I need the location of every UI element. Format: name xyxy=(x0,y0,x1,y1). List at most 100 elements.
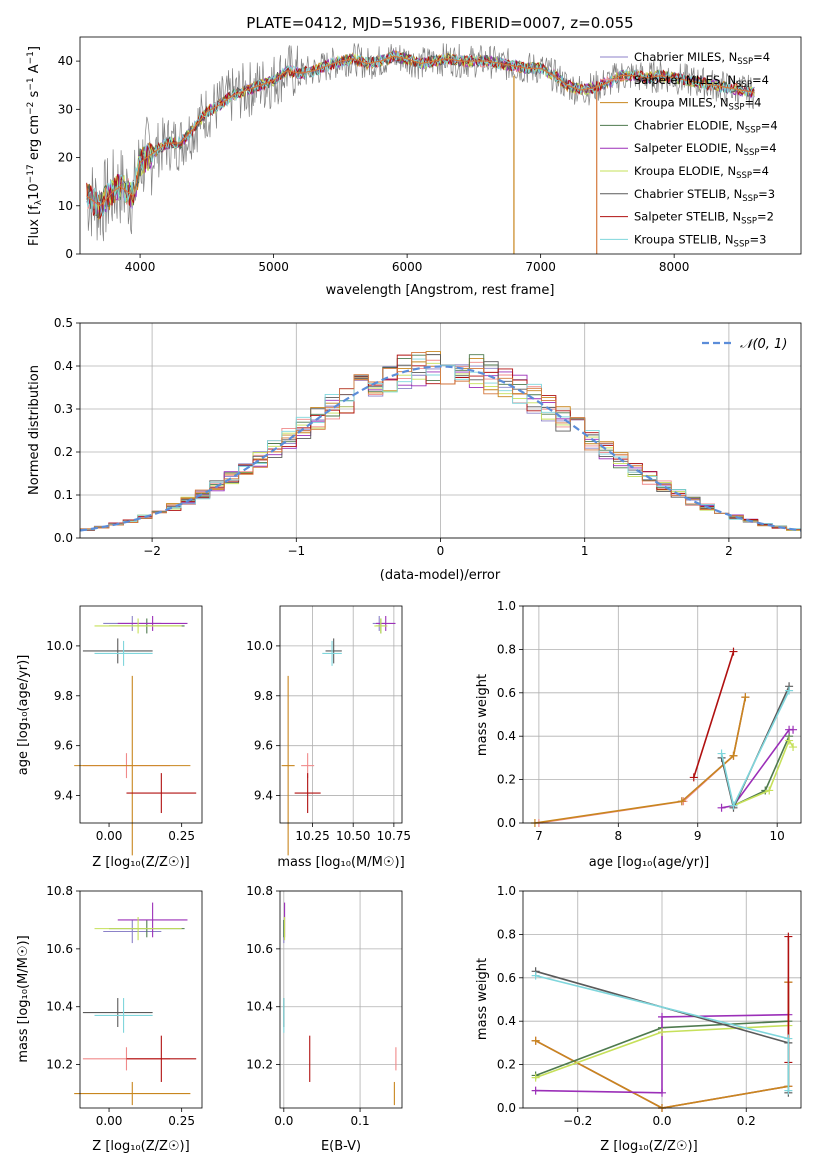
p-ageZ-axes xyxy=(79,605,203,824)
p-wZ-xtick-label-1: 0.0 xyxy=(652,1114,671,1128)
spectrum-ytick-label-1: 10 xyxy=(58,199,73,213)
residual-xtick-label-4: 2 xyxy=(725,544,733,558)
spectrum-axes xyxy=(79,36,802,255)
p-wA-ytick-label-1: 0.2 xyxy=(497,773,516,787)
p-mE-ytick-label-3: 10.8 xyxy=(246,884,273,898)
p-wA-marker-4-0 xyxy=(717,803,726,812)
p-wA-xtick-label-1: 8 xyxy=(614,829,622,843)
hist-step-chabrier-stelib xyxy=(80,354,801,531)
spectrum-ytick-label-4: 40 xyxy=(58,54,73,68)
spectrum-xtick-label-0: 4000 xyxy=(125,260,156,274)
spectrum-xtick-label-2: 6000 xyxy=(392,260,423,274)
combined-model-line xyxy=(86,55,755,207)
p-ageZ-ytick-label-1: 9.6 xyxy=(54,739,73,753)
p-wA-marker-5-1 xyxy=(765,786,774,795)
ageZ-xlabel: Z [log₁₀(Z/Z☉)] xyxy=(92,855,189,870)
residual-ytick-label-4: 0.4 xyxy=(54,359,73,373)
p-wA-xtick-label-0: 7 xyxy=(535,829,543,843)
residual-panel: −2 −1 0 1 2 0.0 0.1 0.2 0.3 0.4 0.5 (data-model)/e… xyxy=(27,316,802,583)
normal-curve xyxy=(79,365,802,532)
residual-xlabel: (data-model)/error xyxy=(380,568,501,583)
p-wZ-ytick-label-4: 0.8 xyxy=(497,927,516,941)
p-mZ-ytick-label-0: 10.2 xyxy=(46,1058,73,1072)
p-wZ-axes xyxy=(522,890,802,1109)
mZ-xlabel: Z [log₁₀(Z/Z☉)] xyxy=(92,1139,189,1154)
p-mZ-xtick-label-0: 0.00 xyxy=(96,1114,123,1128)
legend-label-8: Kroupa STELIB, NSSP=3 xyxy=(634,232,766,249)
p-wZ-marker-8-2 xyxy=(784,1086,793,1095)
spectrum-xlabel: wavelength [Angstrom, rest frame] xyxy=(326,283,555,298)
p-wZ-marker-2-0 xyxy=(531,1036,540,1045)
p-mE-ytick-label-0: 10.2 xyxy=(246,1058,273,1072)
p-wZ-xtick-label-0: −0.2 xyxy=(563,1114,592,1128)
residual-ytick-label-2: 0.2 xyxy=(54,445,73,459)
p-ageZ-ytick-label-0: 9.4 xyxy=(54,789,73,803)
spectrum-panel: 4000 5000 6000 7000 8000 0 10 20 30 40 wavelength… xyxy=(26,36,802,298)
p-ageZ-xtick-label-0: 0.00 xyxy=(96,829,123,843)
residual-ytick-label-1: 0.1 xyxy=(54,488,73,502)
legend-label-5: Kroupa ELODIE, NSSP=4 xyxy=(634,164,769,181)
p-wA-ytick-label-2: 0.4 xyxy=(497,729,516,743)
residual-ytick-label-5: 0.5 xyxy=(54,316,73,330)
p-wA-marker-5-2 xyxy=(785,736,794,745)
p-mE-xtick-label-1: 0.1 xyxy=(351,1114,370,1128)
p-mZ-axes xyxy=(79,890,203,1109)
p-wA-ytick-label-5: 1.0 xyxy=(497,599,516,613)
p-wZ-marker-4-0 xyxy=(531,1086,540,1095)
p-ageM-ytick-label-0: 9.4 xyxy=(254,789,273,803)
age-vs-Z-panel: 0.00 0.25 9.4 9.6 9.8 10.0 xyxy=(46,605,203,856)
wZ-ylabel: mass weight xyxy=(475,958,490,1040)
spectrum-ytick-label-2: 20 xyxy=(58,151,73,165)
wA-xlabel: age [log₁₀(age/yr)] xyxy=(589,855,710,870)
spectrum-ytick-label-3: 30 xyxy=(58,102,73,116)
p-wZ-ytick-label-3: 0.6 xyxy=(497,971,516,985)
spectrum-xtick-label-1: 5000 xyxy=(258,260,289,274)
legend-label-2: Kroupa MILES, NSSP=4 xyxy=(634,96,761,113)
p-ageM-xtick-label-1: 10.50 xyxy=(336,829,370,843)
mass-vs-ebv-panel: 0.0 0.1 10.2 10.4 10.6 10.8 xyxy=(246,884,403,1128)
age-vs-mass-panel: 10.25 10.50 10.75 9.4 9.6 9.8 10.0 xyxy=(246,605,411,856)
p-wZ-marker-5-0 xyxy=(531,1073,540,1082)
p-ageM-ytick-label-2: 9.8 xyxy=(254,689,273,703)
p-wZ-ytick-label-0: 0.0 xyxy=(497,1101,516,1115)
residual-ytick-label-3: 0.3 xyxy=(54,402,73,416)
figure-title: PLATE=0412, MJD=51936, FIBERID=0007, z=0… xyxy=(246,14,633,32)
ageM-xlabel: mass [log₁₀(M/M☉)] xyxy=(277,855,404,870)
spectrum-ytick-label-0: 0 xyxy=(65,247,73,261)
p-wZ-marker-8-1 xyxy=(784,1034,793,1043)
residual-xtick-label-2: 0 xyxy=(437,544,445,558)
mE-xlabel: E(B-V) xyxy=(321,1139,361,1154)
p-wA-line-1 xyxy=(538,696,747,824)
p-wA-marker-7-0 xyxy=(689,773,698,782)
p-ageZ-xtick-label-1: 0.25 xyxy=(168,829,195,843)
legend-label-6: Chabrier STELIB, NSSP=3 xyxy=(634,187,775,204)
p-wA-marker-2-2 xyxy=(729,751,738,760)
p-wZ-xtick-label-2: 0.2 xyxy=(737,1114,756,1128)
p-wZ-line-4 xyxy=(535,1013,789,1094)
ageZ-ylabel: age [log₁₀(age/yr)] xyxy=(16,655,31,776)
weight-vs-age-panel: 7 8 9 10 0.0 0.2 0.4 0.6 0.8 1.0 xyxy=(497,599,802,843)
p-wA-ytick-label-0: 0.0 xyxy=(497,816,516,830)
p-wA-line-2 xyxy=(534,696,747,824)
p-mE-ytick-label-2: 10.6 xyxy=(246,942,273,956)
p-mE-ytick-label-1: 10.4 xyxy=(246,1000,273,1014)
p-wA-marker-8-1 xyxy=(729,801,738,810)
legend-label-0: Chabrier MILES, NSSP=4 xyxy=(634,50,770,67)
legend-label-4: Salpeter ELODIE, NSSP=4 xyxy=(634,141,777,158)
spectrum-lines xyxy=(86,43,755,254)
p-mZ-xtick-label-1: 0.25 xyxy=(168,1114,195,1128)
p-ageZ-ytick-label-3: 10.0 xyxy=(46,639,73,653)
p-wA-line-5 xyxy=(733,738,794,807)
p-wZ-ytick-label-2: 0.4 xyxy=(497,1014,516,1028)
p-wA-marker-4-3 xyxy=(789,725,798,734)
p-wA-marker-7-1 xyxy=(729,647,738,656)
spectrum-xtick-label-3: 7000 xyxy=(525,260,556,274)
p-wA-ytick-label-3: 0.6 xyxy=(497,686,516,700)
p-wA-line-7 xyxy=(693,651,735,778)
p-ageM-axes xyxy=(279,605,403,824)
wA-ylabel: mass weight xyxy=(475,674,490,756)
residual-ytick-label-0: 0.0 xyxy=(54,531,73,545)
p-ageM-xtick-label-0: 10.25 xyxy=(295,829,329,843)
p-wA-marker-8-0 xyxy=(717,749,726,758)
